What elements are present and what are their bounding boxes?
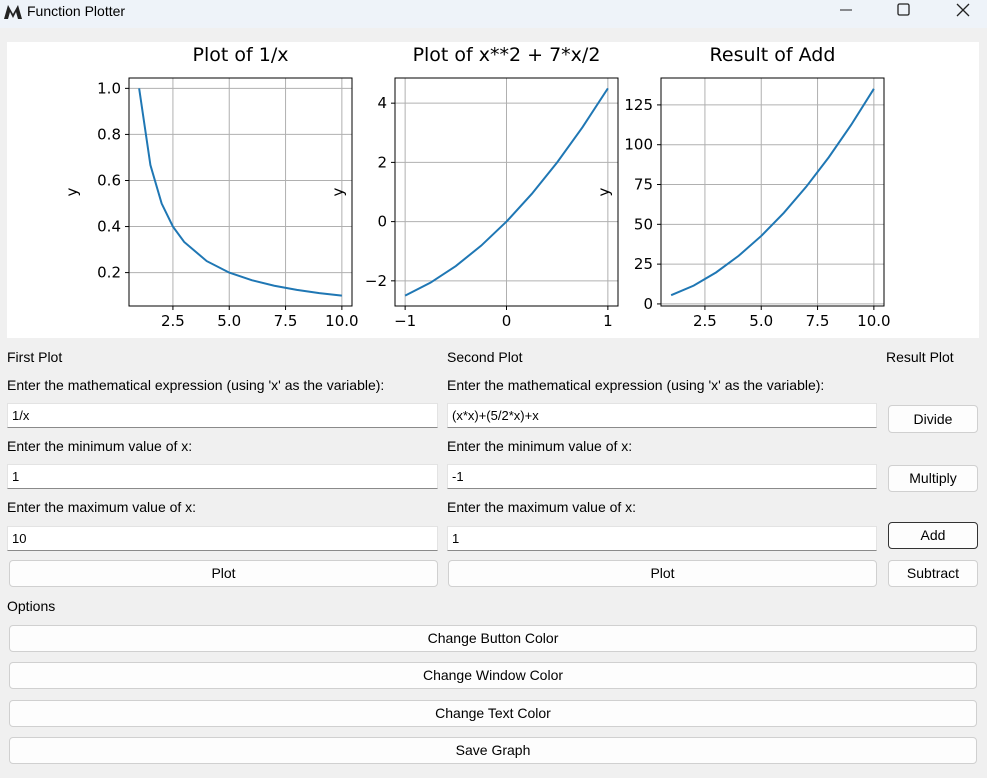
figure: Plot of 1/x y 2.5 5.0 7.5 10.0 0.2 0.4 0.6 0.8 1.0… bbox=[7, 42, 979, 338]
window-controls[interactable] bbox=[830, 0, 987, 28]
y-axis-label: y bbox=[595, 187, 613, 196]
x-tick-label: 7.5 bbox=[806, 312, 830, 330]
axes-frame bbox=[394, 77, 619, 307]
expression-input[interactable]: 1/x bbox=[7, 403, 438, 428]
y-tick-label: 1.0 bbox=[97, 79, 121, 97]
y-tick-label: 25 bbox=[634, 255, 653, 273]
option-button[interactable]: Change Button Color bbox=[9, 625, 977, 652]
section-heading: Result Plot bbox=[886, 349, 954, 365]
chart-title: Result of Add bbox=[710, 44, 836, 66]
max-input[interactable]: 10 bbox=[7, 526, 438, 551]
field-label: Enter the maximum value of x: bbox=[447, 499, 637, 515]
y-axis-label: y bbox=[63, 187, 81, 196]
chart-title: Plot of x**2 + 7*x/2 bbox=[413, 44, 601, 66]
subtract-button[interactable]: Subtract bbox=[888, 560, 978, 587]
x-tick-label: 2.5 bbox=[161, 312, 185, 330]
y-tick-label: −2 bbox=[365, 272, 387, 290]
option-button[interactable]: Save Graph bbox=[9, 737, 977, 764]
min-input[interactable]: -1 bbox=[447, 464, 877, 489]
plot-button[interactable]: Plot bbox=[9, 560, 438, 587]
y-tick-label: 100 bbox=[624, 136, 653, 154]
multiply-button[interactable]: Multiply bbox=[888, 465, 978, 492]
data-line bbox=[138, 88, 342, 297]
title-bar: Function Plotter bbox=[0, 0, 987, 28]
y-tick-label: 2 bbox=[377, 153, 387, 171]
x-tick-label: −1 bbox=[394, 312, 416, 330]
section-heading: First Plot bbox=[7, 349, 63, 365]
y-tick-label: 0.4 bbox=[97, 218, 121, 236]
axes-frame bbox=[660, 77, 885, 307]
x-tick-label: 10.0 bbox=[857, 312, 890, 330]
expression-input[interactable]: (x*x)+(5/2*x)+x bbox=[447, 403, 877, 428]
min-input[interactable]: 1 bbox=[7, 464, 438, 489]
section-heading: Options bbox=[7, 598, 56, 614]
x-tick-label: 1 bbox=[603, 312, 613, 330]
x-tick-label: 5.0 bbox=[217, 312, 241, 330]
x-tick-label: 2.5 bbox=[693, 312, 717, 330]
field-label: Enter the maximum value of x: bbox=[7, 499, 197, 515]
y-tick-label: 0.6 bbox=[97, 171, 121, 189]
max-input[interactable]: 1 bbox=[447, 526, 877, 551]
x-tick-label: 7.5 bbox=[274, 312, 298, 330]
data-line bbox=[670, 88, 875, 297]
y-tick-label: 4 bbox=[377, 94, 387, 112]
axes-frame bbox=[128, 77, 353, 307]
x-tick-label: 10.0 bbox=[325, 312, 358, 330]
x-tick-label: 0 bbox=[502, 312, 512, 330]
y-tick-label: 0.8 bbox=[97, 125, 121, 143]
app-icon bbox=[4, 5, 22, 19]
y-tick-label: 0 bbox=[377, 213, 387, 231]
divide-button[interactable]: Divide bbox=[888, 405, 978, 433]
plot-button[interactable]: Plot bbox=[448, 560, 877, 587]
field-label: Enter the minimum value of x: bbox=[7, 438, 193, 454]
field-label: Enter the mathematical expression (using… bbox=[7, 377, 385, 393]
field-label: Enter the mathematical expression (using… bbox=[447, 377, 825, 393]
y-tick-label: 0 bbox=[643, 295, 653, 313]
data-line bbox=[404, 87, 609, 297]
add-button[interactable]: Add bbox=[888, 522, 978, 549]
field-label: Enter the minimum value of x: bbox=[447, 438, 633, 454]
y-tick-label: 125 bbox=[624, 96, 653, 114]
option-button[interactable]: Change Text Color bbox=[9, 700, 977, 727]
y-tick-label: 75 bbox=[634, 176, 653, 194]
window-title: Function Plotter bbox=[27, 3, 126, 19]
y-axis-label: y bbox=[329, 187, 347, 196]
chart-title: Plot of 1/x bbox=[193, 44, 289, 66]
section-heading: Second Plot bbox=[447, 349, 523, 365]
option-button[interactable]: Change Window Color bbox=[9, 662, 977, 689]
y-tick-label: 50 bbox=[634, 215, 653, 233]
x-tick-label: 5.0 bbox=[749, 312, 773, 330]
y-tick-label: 0.2 bbox=[97, 264, 121, 282]
